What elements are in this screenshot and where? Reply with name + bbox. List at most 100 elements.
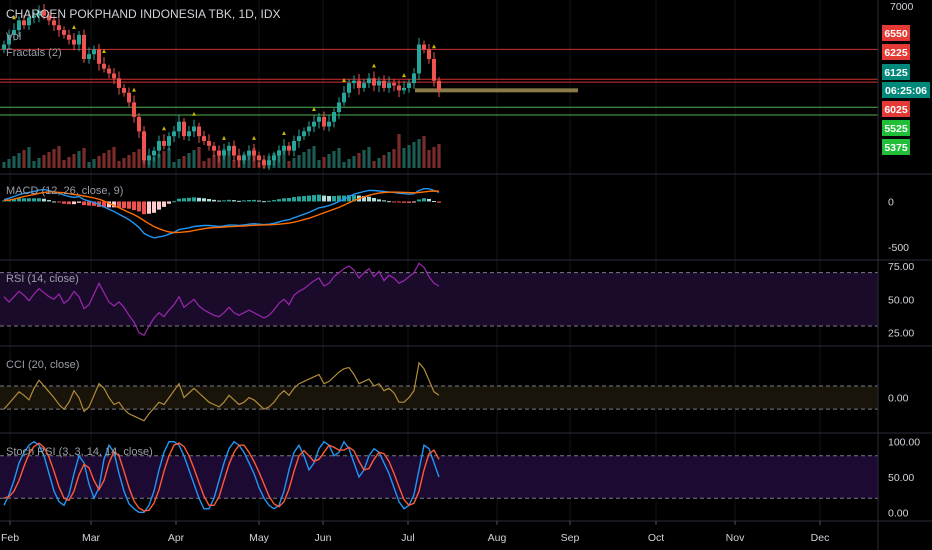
- volume-bar: [32, 161, 36, 168]
- candle-body: [107, 68, 111, 74]
- price-badge-label: 6225: [884, 47, 908, 59]
- candle-body: [67, 34, 71, 40]
- fractal-up-marker: [12, 15, 16, 20]
- volume-bar: [97, 156, 101, 168]
- macd-histogram-bar: [312, 195, 316, 202]
- candle-body: [112, 73, 116, 79]
- macd-histogram-bar: [127, 201, 131, 209]
- macd-histogram-bar: [242, 200, 246, 202]
- macd-histogram-bar: [182, 198, 186, 202]
- macd-histogram-bar: [217, 200, 221, 202]
- macd-histogram-bar: [192, 197, 196, 202]
- macd-histogram-bar: [307, 195, 311, 202]
- macd-histogram-bar: [77, 201, 81, 203]
- macd-histogram-bar: [67, 201, 71, 205]
- candle-body: [297, 136, 301, 141]
- macd-histogram-bar: [47, 200, 51, 202]
- candle-body: [307, 126, 311, 132]
- candle-body: [217, 150, 221, 156]
- candle-body: [47, 15, 51, 21]
- volume-bar: [92, 159, 96, 168]
- fractals-label[interactable]: Fractals (2): [6, 47, 62, 59]
- fractal-up-marker: [102, 49, 106, 54]
- volume-bar: [52, 149, 56, 168]
- stoch-rsi-label[interactable]: Stoch RSI (3, 3, 14, 14, close): [6, 446, 153, 458]
- macd-histogram-bar: [82, 201, 86, 206]
- volume-bar: [317, 160, 321, 168]
- fractal-up-marker: [402, 73, 406, 78]
- rsi-label[interactable]: RSI (14, close): [6, 273, 79, 285]
- candle-body: [437, 80, 441, 91]
- fractal-up-marker: [222, 135, 226, 140]
- candle-body: [132, 102, 136, 117]
- volume-bar: [382, 155, 386, 168]
- month-label: Dec: [811, 532, 830, 544]
- candle-body: [212, 145, 216, 151]
- candle-body: [417, 44, 421, 74]
- volume-bar: [177, 159, 181, 168]
- macd-histogram-bar: [27, 198, 31, 202]
- volume-bar: [107, 150, 111, 168]
- macd-histogram-bar: [437, 201, 441, 203]
- macd-histogram-bar: [247, 200, 251, 202]
- volume-label[interactable]: Vol: [6, 31, 21, 43]
- rsi-axis-label: 50.00: [888, 294, 914, 306]
- fractal-up-marker: [252, 135, 256, 140]
- macd-histogram-bar: [257, 200, 261, 202]
- candle-body: [92, 49, 96, 55]
- volume-bar: [397, 134, 401, 168]
- rsi-band-fill: [0, 272, 878, 326]
- candle-body: [382, 80, 386, 88]
- volume-bar: [337, 148, 341, 168]
- candle-body: [7, 34, 11, 45]
- candle-body: [337, 102, 341, 113]
- volume-bar: [307, 149, 311, 168]
- price-axis-label: 7000: [890, 1, 914, 13]
- candle-body: [247, 150, 251, 156]
- volume-bar: [37, 158, 41, 168]
- month-label: Aug: [488, 532, 507, 544]
- candle-body: [312, 121, 316, 127]
- rsi-axis-label: 25.00: [888, 328, 914, 340]
- macd-label[interactable]: MACD (12, 26, close, 9): [6, 185, 123, 197]
- candle-body: [197, 126, 201, 137]
- candle-body: [392, 83, 396, 86]
- candle-body: [222, 150, 226, 156]
- candle-body: [252, 150, 256, 156]
- candle-body: [142, 131, 146, 161]
- candle-body: [367, 78, 371, 84]
- volume-bar: [372, 161, 376, 168]
- macd-histogram-bar: [92, 201, 96, 206]
- volume-bar: [27, 147, 31, 168]
- month-label: Oct: [648, 532, 664, 544]
- candle-body: [397, 85, 401, 91]
- volume-bar: [167, 148, 171, 168]
- price-badge-label: 5375: [884, 142, 908, 154]
- volume-bar: [302, 152, 306, 168]
- price-axis: 7000 6550 6225 6125 06:25:06 6025 5525 5375 0 -50…: [882, 1, 930, 519]
- candle-body: [97, 49, 101, 64]
- volume-bar: [152, 157, 156, 168]
- candle-body: [122, 87, 126, 93]
- price-badge: [882, 44, 910, 60]
- volume-bar: [312, 146, 316, 168]
- candle-body: [102, 63, 106, 69]
- month-label: Sep: [561, 532, 580, 544]
- cci-label[interactable]: CCI (20, close): [6, 359, 79, 371]
- candle-body: [357, 80, 361, 88]
- candle-body: [322, 116, 326, 127]
- macd-histogram-bar: [202, 198, 206, 202]
- macd-histogram-bar: [117, 201, 121, 208]
- volume-bar: [227, 146, 231, 168]
- macd-histogram-bar: [407, 201, 411, 203]
- stoch-k-line: [3, 440, 440, 513]
- volume-bar: [17, 153, 21, 168]
- volume-bar: [182, 156, 186, 168]
- candle-body: [42, 10, 46, 16]
- macd-histogram-bar: [362, 196, 366, 202]
- macd-histogram-bar: [122, 201, 126, 209]
- volume-bar: [187, 153, 191, 168]
- symbol-title[interactable]: CHAROEN POKPHAND INDONESIA TBK, 1D, IDX: [6, 7, 281, 21]
- macd-histogram-bar: [412, 201, 416, 203]
